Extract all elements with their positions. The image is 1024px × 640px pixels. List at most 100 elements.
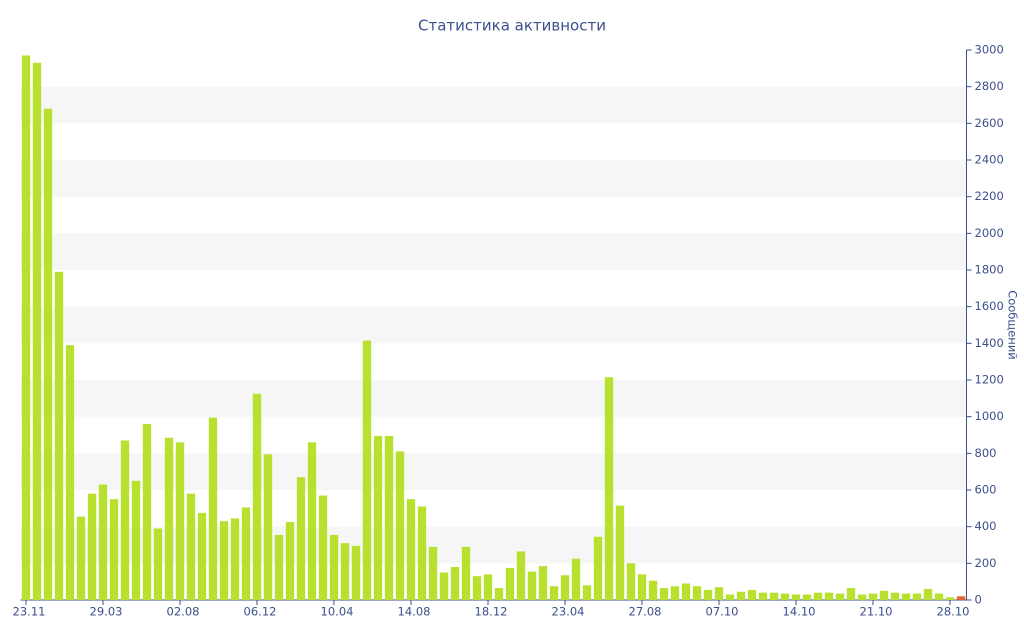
y-tick-label: 600 (975, 483, 997, 497)
x-tick-label: 14.10 (783, 605, 816, 619)
y-tick-label: 2200 (975, 189, 1004, 203)
bar (934, 593, 944, 600)
bar (142, 424, 152, 600)
bar (648, 580, 658, 600)
bar (813, 592, 823, 600)
bar (307, 442, 317, 600)
grid-band (20, 86, 967, 124)
chart-title: Статистика активности (418, 17, 606, 35)
bar (758, 592, 768, 600)
x-tick-label: 02.08 (167, 605, 200, 619)
bar (747, 589, 757, 600)
bar (714, 587, 724, 600)
bar (901, 593, 911, 600)
bar (846, 588, 856, 600)
bar (395, 451, 405, 600)
bar (505, 567, 515, 600)
grid-band (20, 233, 967, 270)
grid-band (20, 453, 967, 490)
x-tick-label: 14.08 (398, 605, 431, 619)
grid-band (20, 526, 967, 564)
bar (296, 477, 306, 600)
bar (912, 593, 922, 600)
x-tick-label: 21.10 (860, 605, 893, 619)
y-tick-label: 2800 (975, 79, 1004, 93)
bar (681, 583, 691, 600)
bar (417, 506, 427, 600)
bar (703, 589, 713, 600)
x-tick-label: 27.08 (629, 605, 662, 619)
bar (626, 563, 636, 600)
bar (384, 435, 394, 600)
bar (857, 594, 867, 600)
bar (252, 393, 262, 600)
bar (791, 594, 801, 600)
bar (65, 345, 75, 600)
bar (527, 571, 537, 600)
bar (109, 499, 119, 600)
y-axis-label: Сообщений (1006, 290, 1020, 360)
bar (76, 516, 86, 600)
bar (263, 454, 273, 600)
bar (769, 592, 779, 600)
bar (593, 536, 603, 600)
x-tick-label: 23.11 (13, 605, 46, 619)
bar (604, 377, 614, 600)
bar (230, 518, 240, 600)
bar (692, 586, 702, 600)
bar (890, 592, 900, 600)
bar (164, 437, 174, 600)
bar (615, 505, 625, 600)
x-tick-label: 10.04 (321, 605, 354, 619)
bar (450, 567, 460, 600)
bar (54, 271, 64, 600)
bar (956, 596, 966, 600)
y-tick-label: 1600 (975, 299, 1004, 313)
bar (824, 592, 834, 600)
y-tick-label: 1200 (975, 373, 1004, 387)
bar (406, 499, 416, 600)
x-tick-label: 23.04 (552, 605, 585, 619)
bar (461, 546, 471, 600)
bar (340, 543, 350, 600)
x-tick-label: 07.10 (706, 605, 739, 619)
bar (516, 551, 526, 600)
bar (538, 566, 548, 600)
x-tick-label: 06.12 (244, 605, 277, 619)
y-tick-label: 2600 (975, 116, 1004, 130)
y-tick-label: 1400 (975, 336, 1004, 350)
bar (549, 586, 559, 600)
bar (186, 493, 196, 600)
y-tick-label: 2400 (975, 153, 1004, 167)
y-tick-label: 0 (975, 593, 982, 607)
bar (21, 55, 31, 600)
bar (241, 507, 251, 600)
bar (802, 594, 812, 600)
bar (582, 585, 592, 600)
bar (175, 442, 185, 600)
bar (131, 480, 141, 600)
bar (43, 108, 53, 601)
bar (780, 593, 790, 600)
bar (208, 417, 218, 600)
bar (197, 512, 207, 600)
bar (373, 435, 383, 600)
x-tick-label: 18.12 (475, 605, 508, 619)
grid-band (20, 380, 967, 417)
y-tick-label: 1800 (975, 263, 1004, 277)
y-tick-label: 2000 (975, 226, 1004, 240)
bar (274, 534, 284, 600)
bar (98, 484, 108, 600)
bar (560, 575, 570, 600)
bar (153, 528, 163, 600)
y-tick-label: 800 (975, 446, 997, 460)
bar (725, 594, 735, 600)
bar (868, 593, 878, 600)
x-tick-label: 28.10 (937, 605, 970, 619)
bar (351, 545, 361, 600)
bar (571, 558, 581, 600)
bar (494, 588, 504, 600)
y-tick-label: 1000 (975, 409, 1004, 423)
bar (87, 493, 97, 600)
